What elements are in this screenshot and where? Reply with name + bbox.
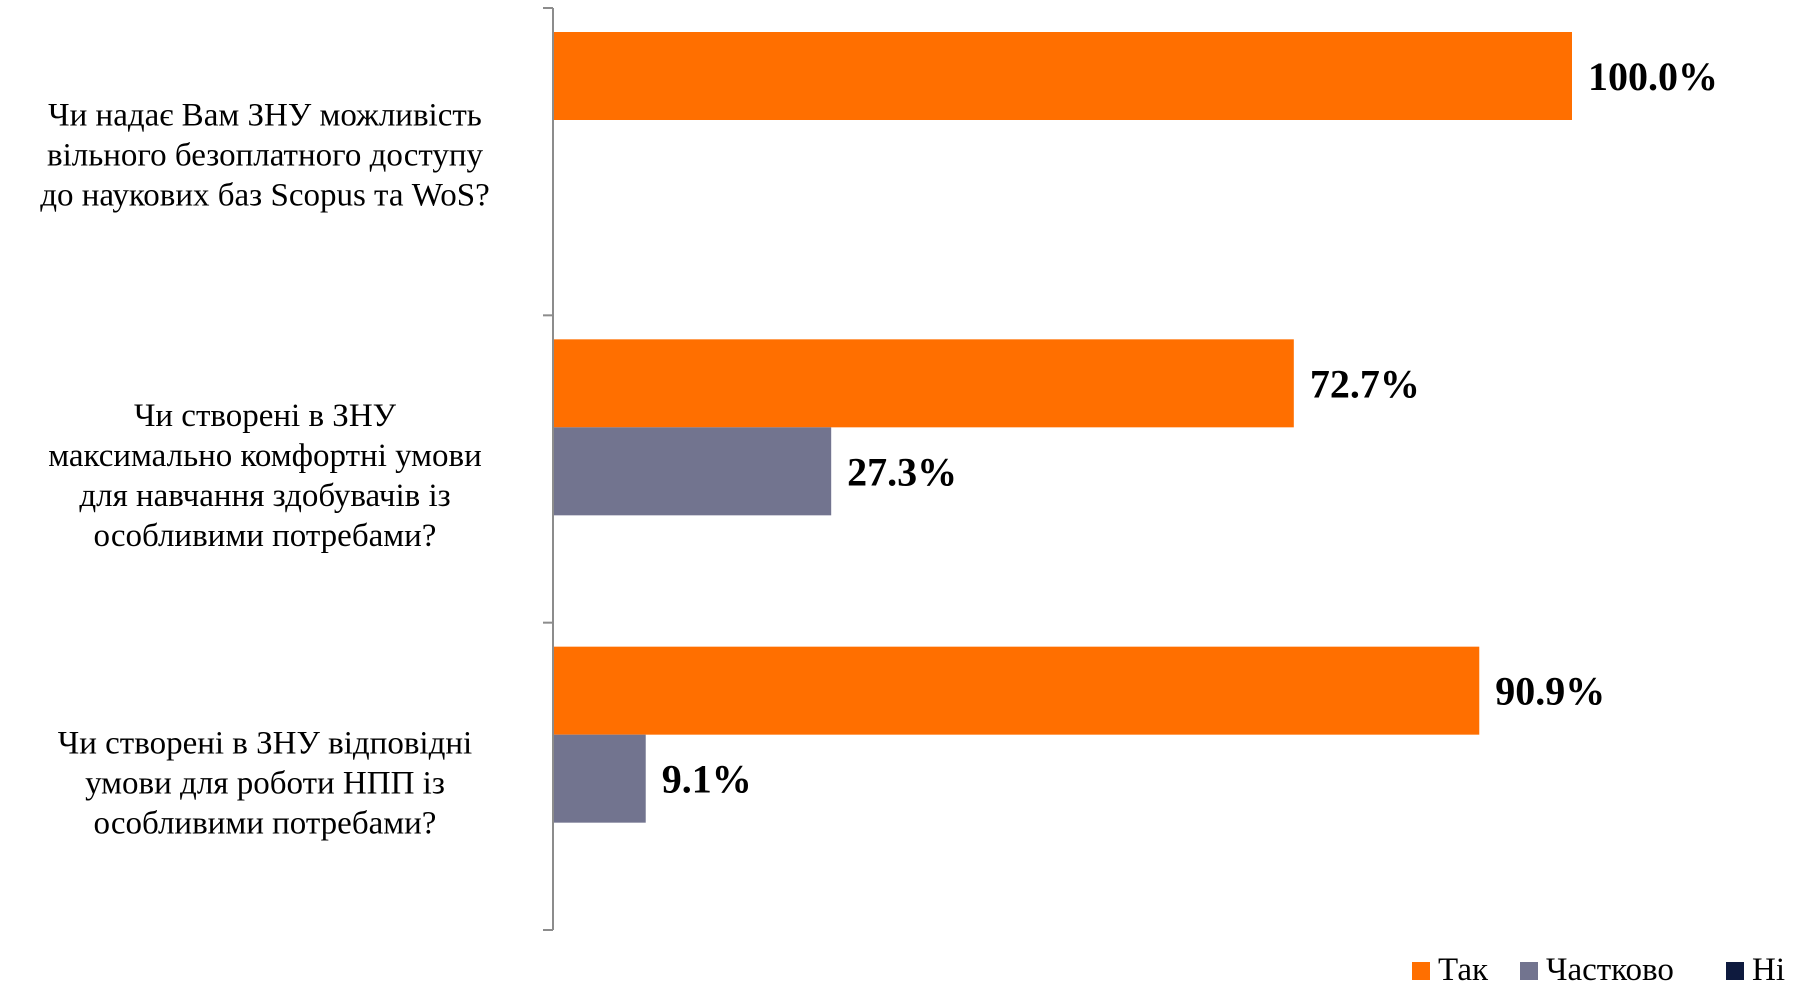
category-label-1: Чи надає Вам ЗНУ можливість [48, 98, 482, 134]
bar-2-2 [554, 427, 832, 516]
data-label-3-2: 9.1% [662, 757, 752, 802]
legend: Так Частково Ні [1412, 952, 1785, 988]
category-label-2: Чи створені в ЗНУ [134, 398, 397, 434]
category-label-2: для навчання здобувачів із [79, 478, 450, 514]
bar-3-2 [554, 734, 646, 823]
bar-3-1 [554, 646, 1480, 735]
category-label-1: до наукових баз Scopus та WoS? [40, 178, 490, 214]
category-label-3: умови для роботи НПП із [85, 765, 445, 801]
category-label-2: особливими потребами? [94, 518, 437, 554]
category-label-1: вільного безоплатного доступу [47, 138, 484, 174]
bar-1-1 [554, 32, 1572, 120]
legend-label-1: Так [1438, 952, 1489, 988]
legend-swatch-2 [1520, 962, 1538, 980]
legend-label-2: Частково [1546, 952, 1674, 988]
legend-swatch-3 [1726, 962, 1744, 980]
category-labels: Чи надає Вам ЗНУ можливість вільного безо… [40, 98, 490, 842]
data-label-2-2: 27.3% [847, 449, 957, 494]
category-label-2: максимально комфортні умови [48, 438, 482, 474]
category-label-3: особливими потребами? [94, 805, 437, 841]
legend-swatch-1 [1412, 962, 1430, 980]
legend-label-3: Ні [1752, 952, 1785, 988]
data-label-3-1: 90.9% [1495, 669, 1605, 714]
data-label-1-1: 100.0% [1588, 54, 1718, 99]
data-label-2-1: 72.7% [1310, 361, 1420, 406]
plot-area: 100.0% 72.7% 27.3% 90.9% 9.1% [543, 7, 1718, 931]
category-label-3: Чи створені в ЗНУ відповідні [58, 725, 472, 761]
bar-2-1 [554, 339, 1294, 428]
